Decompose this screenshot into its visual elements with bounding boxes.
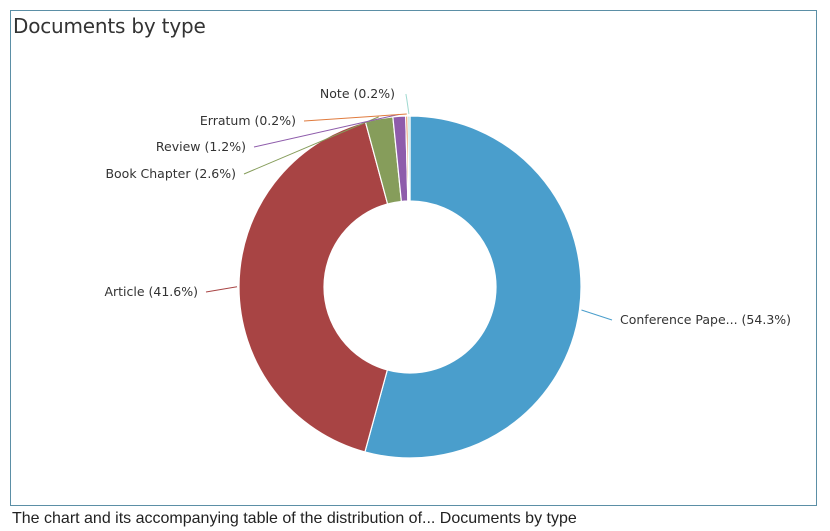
leader-line-3 — [253, 113, 400, 148]
leader-line-2 — [243, 116, 379, 175]
slice-label-4: Erratum (0.2%) — [200, 113, 296, 128]
slice-label-5: Note (0.2%) — [320, 86, 395, 101]
slice-label-1: Article (41.6%) — [104, 284, 198, 299]
slice-label-2: Book Chapter (2.6%) — [105, 166, 236, 181]
chart-title: Documents by type — [13, 14, 206, 38]
slice-conference-pape[interactable] — [364, 115, 582, 459]
leader-line-5 — [405, 93, 410, 115]
leader-line-0 — [581, 309, 613, 321]
leader-line-4 — [303, 113, 407, 122]
slice-article[interactable] — [238, 121, 389, 453]
footer-text: The chart and its accompanying table of … — [12, 510, 577, 527]
donut-chart: Conference Pape... (54.3%) Article (41.6%… — [104, 86, 791, 459]
slice-note[interactable] — [407, 115, 411, 202]
leader-line-1 — [205, 286, 238, 293]
slice-label-0: Conference Pape... (54.3%) — [620, 312, 791, 327]
slice-label-3: Review (1.2%) — [156, 139, 246, 154]
